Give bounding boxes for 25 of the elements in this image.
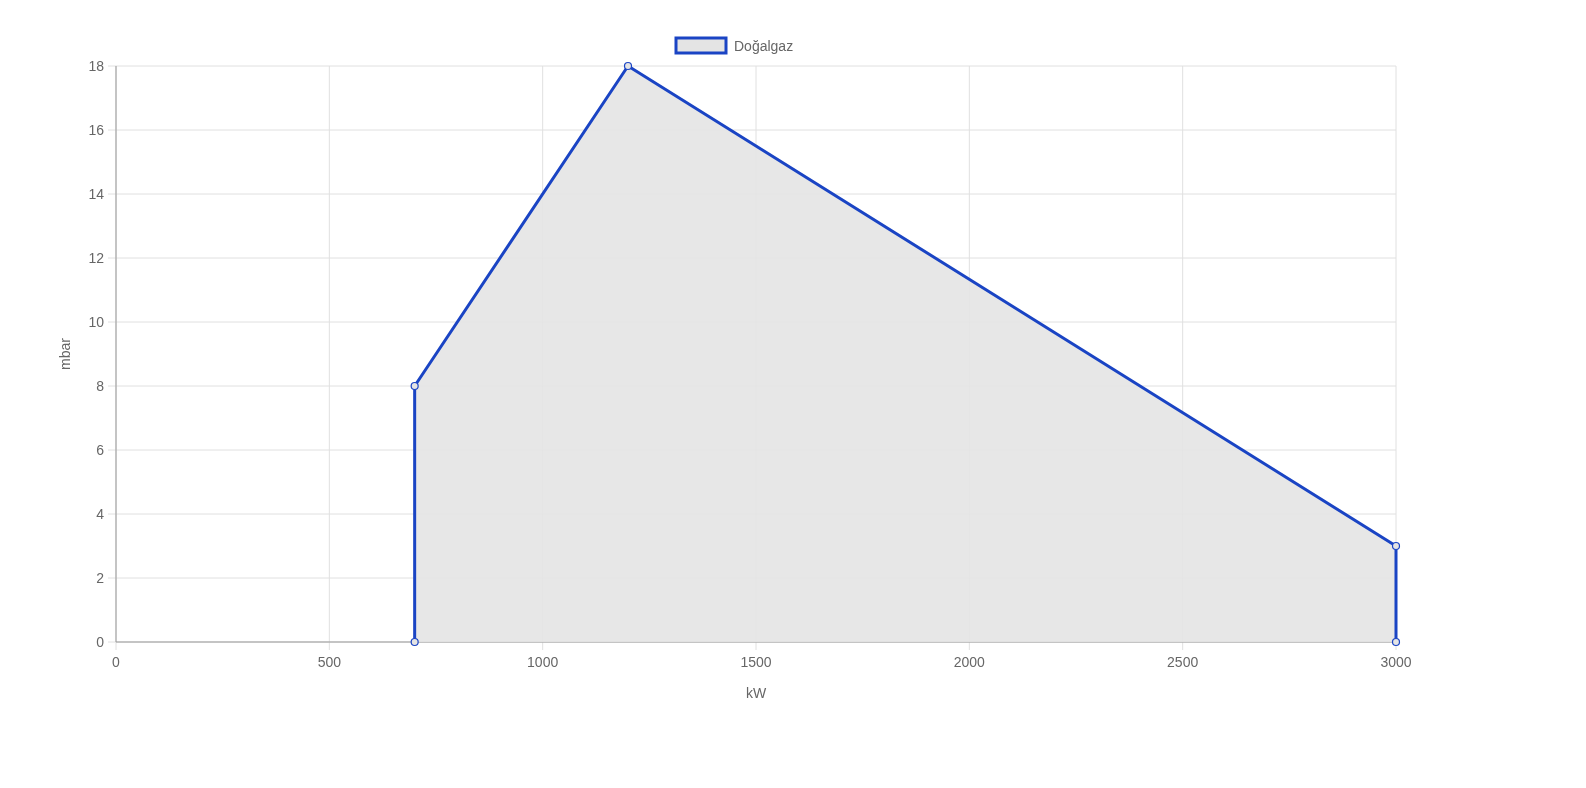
x-tick-label: 500: [317, 654, 342, 670]
y-tick-label: 0: [96, 634, 105, 650]
y-tick-label: 10: [88, 314, 105, 330]
y-tick-label: 12: [88, 250, 105, 266]
point: [623, 61, 633, 71]
y-tick-label: 16: [88, 122, 105, 138]
legend-label: Doğalgaz: [734, 38, 794, 54]
x-tick-label: 0: [112, 654, 121, 670]
y-tick-label: 14: [88, 186, 105, 202]
y-tick-label: 8: [96, 378, 105, 394]
y-tick-label: 4: [96, 506, 105, 522]
point: [1391, 637, 1401, 647]
point: [410, 637, 419, 647]
y-tick-label: 6: [96, 442, 105, 458]
x-tick-label: 1000: [527, 654, 559, 670]
x-tick-label: 2500: [1167, 654, 1199, 670]
point: [1391, 541, 1401, 551]
y-axis-title: mbar: [57, 337, 73, 370]
x-axis-title: kW: [745, 685, 767, 701]
point: [410, 381, 419, 391]
y-tick-label: 18: [88, 58, 105, 74]
y-tick-label: 2: [96, 570, 105, 586]
x-tick-label: 1500: [740, 654, 772, 670]
x-tick-label: 3000: [1380, 654, 1412, 670]
x-tick-label: 2000: [953, 654, 986, 670]
